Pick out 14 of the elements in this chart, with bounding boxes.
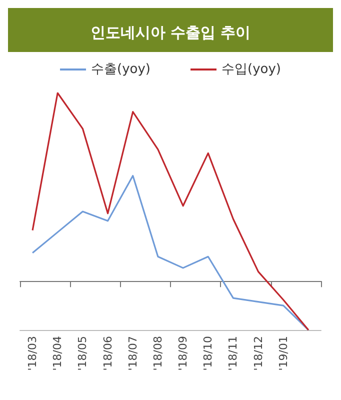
chart-title: 인도네시아 수출입 추이 — [90, 24, 251, 42]
x-tick-label: '18/10 — [202, 336, 215, 371]
x-tick-label: '18/09 — [176, 336, 190, 371]
x-tick-label: '18/06 — [101, 336, 114, 371]
x-tick-label: '18/04 — [51, 336, 64, 371]
x-tick-label: '18/11 — [226, 336, 240, 371]
x-tick-label: '18/12 — [252, 336, 265, 371]
x-tick-label: '18/07 — [126, 336, 140, 371]
x-tick-label: '18/03 — [26, 336, 40, 371]
legend-label: 수입(yoy) — [222, 62, 281, 77]
legend-label: 수출(yoy) — [91, 62, 150, 77]
x-tick-label: '18/05 — [76, 336, 90, 371]
x-tick-label: '18/08 — [151, 336, 164, 371]
x-tick-label: '19/01 — [276, 336, 290, 371]
